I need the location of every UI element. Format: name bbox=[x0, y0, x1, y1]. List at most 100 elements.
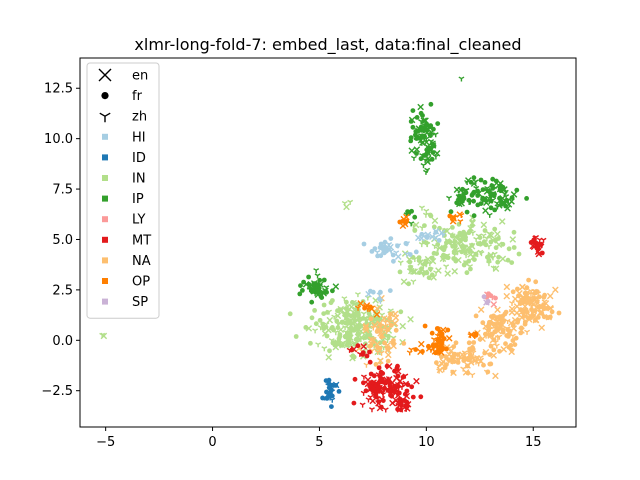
point-in bbox=[511, 245, 517, 250]
point-in bbox=[419, 266, 424, 272]
point-mt bbox=[361, 380, 366, 386]
point-hi bbox=[425, 234, 430, 240]
point-in bbox=[313, 321, 319, 327]
point-na bbox=[501, 318, 507, 323]
point-na bbox=[539, 311, 545, 316]
point-ip bbox=[300, 288, 305, 293]
point-ip bbox=[410, 108, 416, 113]
point-hi bbox=[420, 231, 427, 238]
point-ip bbox=[463, 188, 470, 194]
point-ip bbox=[313, 282, 320, 288]
point-ip bbox=[446, 195, 453, 201]
point-ip bbox=[469, 192, 475, 198]
point-hi bbox=[372, 246, 378, 252]
point-ip bbox=[314, 273, 321, 279]
point-mt bbox=[380, 392, 387, 398]
point-mt bbox=[380, 371, 386, 376]
point-na bbox=[524, 285, 530, 291]
point-in bbox=[467, 251, 474, 258]
point-op bbox=[450, 215, 457, 222]
point-in bbox=[431, 250, 437, 256]
point-in bbox=[332, 330, 339, 336]
point-ip bbox=[414, 115, 420, 120]
point-in bbox=[447, 239, 453, 245]
point-op bbox=[473, 332, 479, 338]
point-ip bbox=[417, 103, 424, 111]
point-ip bbox=[330, 288, 335, 294]
point-ip bbox=[424, 143, 431, 151]
point-mt bbox=[367, 349, 372, 355]
point-mt bbox=[360, 343, 367, 350]
point-na bbox=[513, 303, 521, 310]
point-na bbox=[373, 362, 379, 367]
point-in bbox=[308, 340, 313, 346]
point-na bbox=[509, 347, 515, 353]
point-hi bbox=[369, 249, 375, 254]
point-in bbox=[328, 300, 334, 306]
point-in bbox=[482, 228, 488, 233]
point-na bbox=[375, 345, 380, 351]
point-in bbox=[312, 328, 319, 334]
point-ip bbox=[492, 207, 498, 213]
point-mt bbox=[394, 381, 401, 388]
point-na bbox=[497, 348, 502, 354]
point-na bbox=[460, 366, 467, 372]
point-op bbox=[355, 305, 361, 311]
point-mt bbox=[387, 383, 393, 389]
point-in bbox=[345, 318, 352, 324]
point-na bbox=[436, 368, 443, 374]
y-tick-label: 5.0 bbox=[52, 233, 73, 248]
point-in bbox=[398, 309, 404, 315]
point-in bbox=[321, 302, 327, 308]
point-in bbox=[324, 333, 330, 339]
point-in bbox=[421, 239, 427, 245]
point-na bbox=[368, 316, 374, 322]
point-mt bbox=[382, 407, 389, 413]
point-na bbox=[377, 357, 384, 365]
legend-marker-zh bbox=[99, 112, 111, 123]
point-in bbox=[509, 236, 517, 243]
point-na bbox=[513, 335, 519, 341]
point-na bbox=[523, 309, 530, 315]
point-ip bbox=[487, 191, 494, 197]
point-na bbox=[467, 346, 472, 352]
point-mt bbox=[360, 374, 367, 380]
point-in bbox=[434, 246, 441, 252]
point-in bbox=[421, 271, 427, 276]
point-mt bbox=[352, 376, 358, 382]
point-in bbox=[426, 275, 432, 281]
point-ip bbox=[419, 153, 426, 159]
point-ip bbox=[424, 125, 432, 133]
point-in bbox=[492, 265, 500, 272]
point-ip bbox=[415, 125, 423, 132]
point-ip bbox=[466, 197, 472, 203]
point-na bbox=[510, 289, 516, 295]
point-na bbox=[367, 343, 373, 349]
point-op bbox=[445, 327, 451, 333]
point-ip bbox=[475, 188, 480, 194]
point-na bbox=[475, 361, 482, 367]
point-mt bbox=[403, 392, 411, 400]
point-in bbox=[363, 335, 368, 340]
point-na bbox=[483, 331, 488, 337]
point-na bbox=[528, 299, 535, 307]
point-na bbox=[510, 338, 516, 343]
point-in bbox=[397, 260, 404, 266]
point-ip bbox=[464, 179, 471, 186]
point-op bbox=[457, 219, 464, 225]
point-na bbox=[519, 283, 526, 291]
point-hi bbox=[403, 251, 410, 257]
point-mt bbox=[536, 241, 543, 249]
legend-swatch-hi bbox=[102, 133, 108, 140]
point-mt bbox=[394, 368, 402, 375]
point-na bbox=[477, 306, 485, 313]
point-na bbox=[522, 290, 528, 296]
point-mt bbox=[350, 345, 358, 353]
point-na bbox=[509, 300, 515, 307]
point-ip bbox=[504, 205, 511, 212]
point-na bbox=[450, 369, 457, 377]
point-in bbox=[343, 203, 350, 211]
point-mt bbox=[369, 397, 377, 405]
point-in bbox=[491, 251, 498, 257]
point-na bbox=[526, 277, 531, 283]
